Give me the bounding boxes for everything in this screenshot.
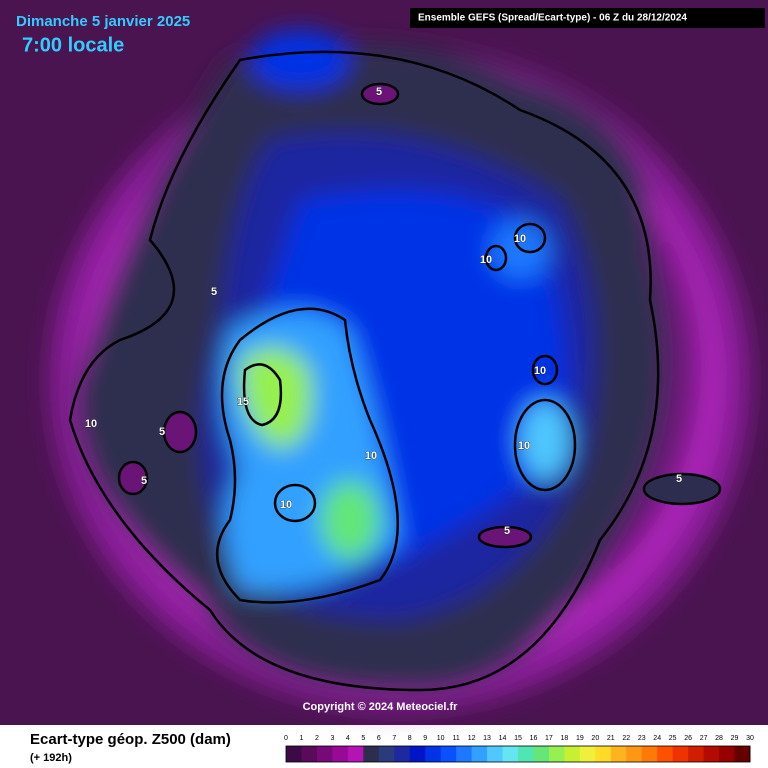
model-box bbox=[410, 8, 765, 28]
colorbar-tick-label: 18 bbox=[561, 735, 569, 742]
colorbar-tick-label: 19 bbox=[576, 735, 584, 742]
color-swatch bbox=[316, 746, 333, 762]
color-swatch bbox=[579, 746, 596, 762]
colorbar-tick-label: 23 bbox=[638, 735, 646, 742]
colorbar-tick-label: 2 bbox=[315, 735, 319, 742]
contour-label: 5 bbox=[141, 475, 147, 487]
colorbar-tick-label: 25 bbox=[669, 735, 677, 742]
colorbar-tick-label: 0 bbox=[284, 735, 288, 742]
colorbar-tick-label: 11 bbox=[452, 735, 459, 742]
colorbar-tick-label: 24 bbox=[653, 735, 661, 742]
contour-label: 10 bbox=[534, 365, 546, 377]
colorbar-tick-label: 6 bbox=[377, 735, 381, 742]
colorbar-tick-label: 10 bbox=[437, 735, 445, 742]
contour-label: 5 bbox=[159, 426, 165, 438]
color-swatch bbox=[363, 746, 380, 762]
color-swatch bbox=[487, 746, 504, 762]
colorbar-tick-label: 27 bbox=[700, 735, 708, 742]
color-swatch bbox=[286, 746, 302, 762]
colorbar-tick-label: 5 bbox=[361, 735, 365, 742]
colorbar-tick-label: 28 bbox=[715, 735, 723, 742]
color-swatch bbox=[394, 746, 411, 762]
color-swatch bbox=[425, 746, 442, 762]
color-swatch bbox=[657, 746, 674, 762]
colorbar-tick-label: 21 bbox=[607, 735, 615, 742]
colorbar-tick-label: 29 bbox=[731, 735, 739, 742]
contour-label: 5 bbox=[676, 473, 682, 485]
color-swatch bbox=[533, 746, 550, 762]
color-swatch bbox=[518, 746, 534, 762]
colorbar-tick-label: 3 bbox=[330, 735, 334, 742]
color-swatch bbox=[672, 746, 689, 762]
model-info: Ensemble GEFS (Spread/Ecart-type) - 06 Z… bbox=[418, 13, 687, 24]
colorbar-tick-label: 30 bbox=[746, 735, 754, 742]
contour-label: 10 bbox=[365, 450, 377, 462]
contour-label: 15 bbox=[237, 396, 249, 408]
contour-label: 10 bbox=[514, 233, 526, 245]
colorbar-tick-label: 15 bbox=[514, 735, 522, 742]
contour-label: 5 bbox=[211, 286, 217, 298]
colorbar-tick-label: 8 bbox=[408, 735, 412, 742]
colorbar-tick-label: 17 bbox=[545, 735, 553, 742]
contour-label: 10 bbox=[85, 418, 97, 430]
lead-time: (+ 192h) bbox=[30, 752, 72, 764]
color-swatch bbox=[409, 746, 426, 762]
colorbar-tick-label: 22 bbox=[622, 735, 630, 742]
color-swatch bbox=[456, 746, 473, 762]
color-swatch bbox=[688, 746, 705, 762]
color-swatch bbox=[564, 746, 581, 762]
colorbar-tick-label: 26 bbox=[684, 735, 692, 742]
color-swatch bbox=[378, 746, 395, 762]
colorbar-tick-label: 12 bbox=[468, 735, 476, 742]
contour-label: 10 bbox=[480, 254, 492, 266]
colorbar-tick-label: 20 bbox=[591, 735, 599, 742]
color-swatch bbox=[440, 746, 457, 762]
colorbar-tick-label: 9 bbox=[423, 735, 427, 742]
color-swatch bbox=[719, 746, 736, 762]
legend-title: Ecart-type géop. Z500 (dam) bbox=[30, 731, 231, 748]
map-field bbox=[0, 0, 768, 725]
color-swatch bbox=[641, 746, 658, 762]
color-swatch bbox=[548, 746, 565, 762]
colorbar-tick-label: 7 bbox=[392, 735, 396, 742]
color-swatch bbox=[332, 746, 349, 762]
color-swatch bbox=[347, 746, 364, 762]
color-swatch bbox=[471, 746, 488, 762]
color-swatch bbox=[502, 746, 519, 762]
colorbar-tick-label: 13 bbox=[483, 735, 491, 742]
color-swatch bbox=[734, 746, 751, 762]
contour-label: 10 bbox=[518, 440, 530, 452]
map-date: Dimanche 5 janvier 2025 bbox=[16, 13, 190, 30]
copyright: Copyright © 2024 Meteociel.fr bbox=[303, 701, 459, 713]
color-swatch bbox=[595, 746, 612, 762]
color-swatch bbox=[301, 746, 318, 762]
colorbar-frame bbox=[285, 745, 751, 763]
map-time: 7:00 locale bbox=[22, 34, 124, 56]
colorbar-tick-label: 4 bbox=[346, 735, 350, 742]
color-swatch bbox=[703, 746, 720, 762]
colorbar-tick-label: 16 bbox=[530, 735, 538, 742]
color-swatch bbox=[610, 746, 627, 762]
colorbar-tick-label: 14 bbox=[499, 735, 507, 742]
color-swatch bbox=[626, 746, 643, 762]
colorbar-tick-label: 1 bbox=[300, 735, 304, 742]
contour-label: 5 bbox=[376, 86, 382, 98]
contour-label: 10 bbox=[280, 499, 292, 511]
contour-label: 5 bbox=[504, 525, 510, 537]
